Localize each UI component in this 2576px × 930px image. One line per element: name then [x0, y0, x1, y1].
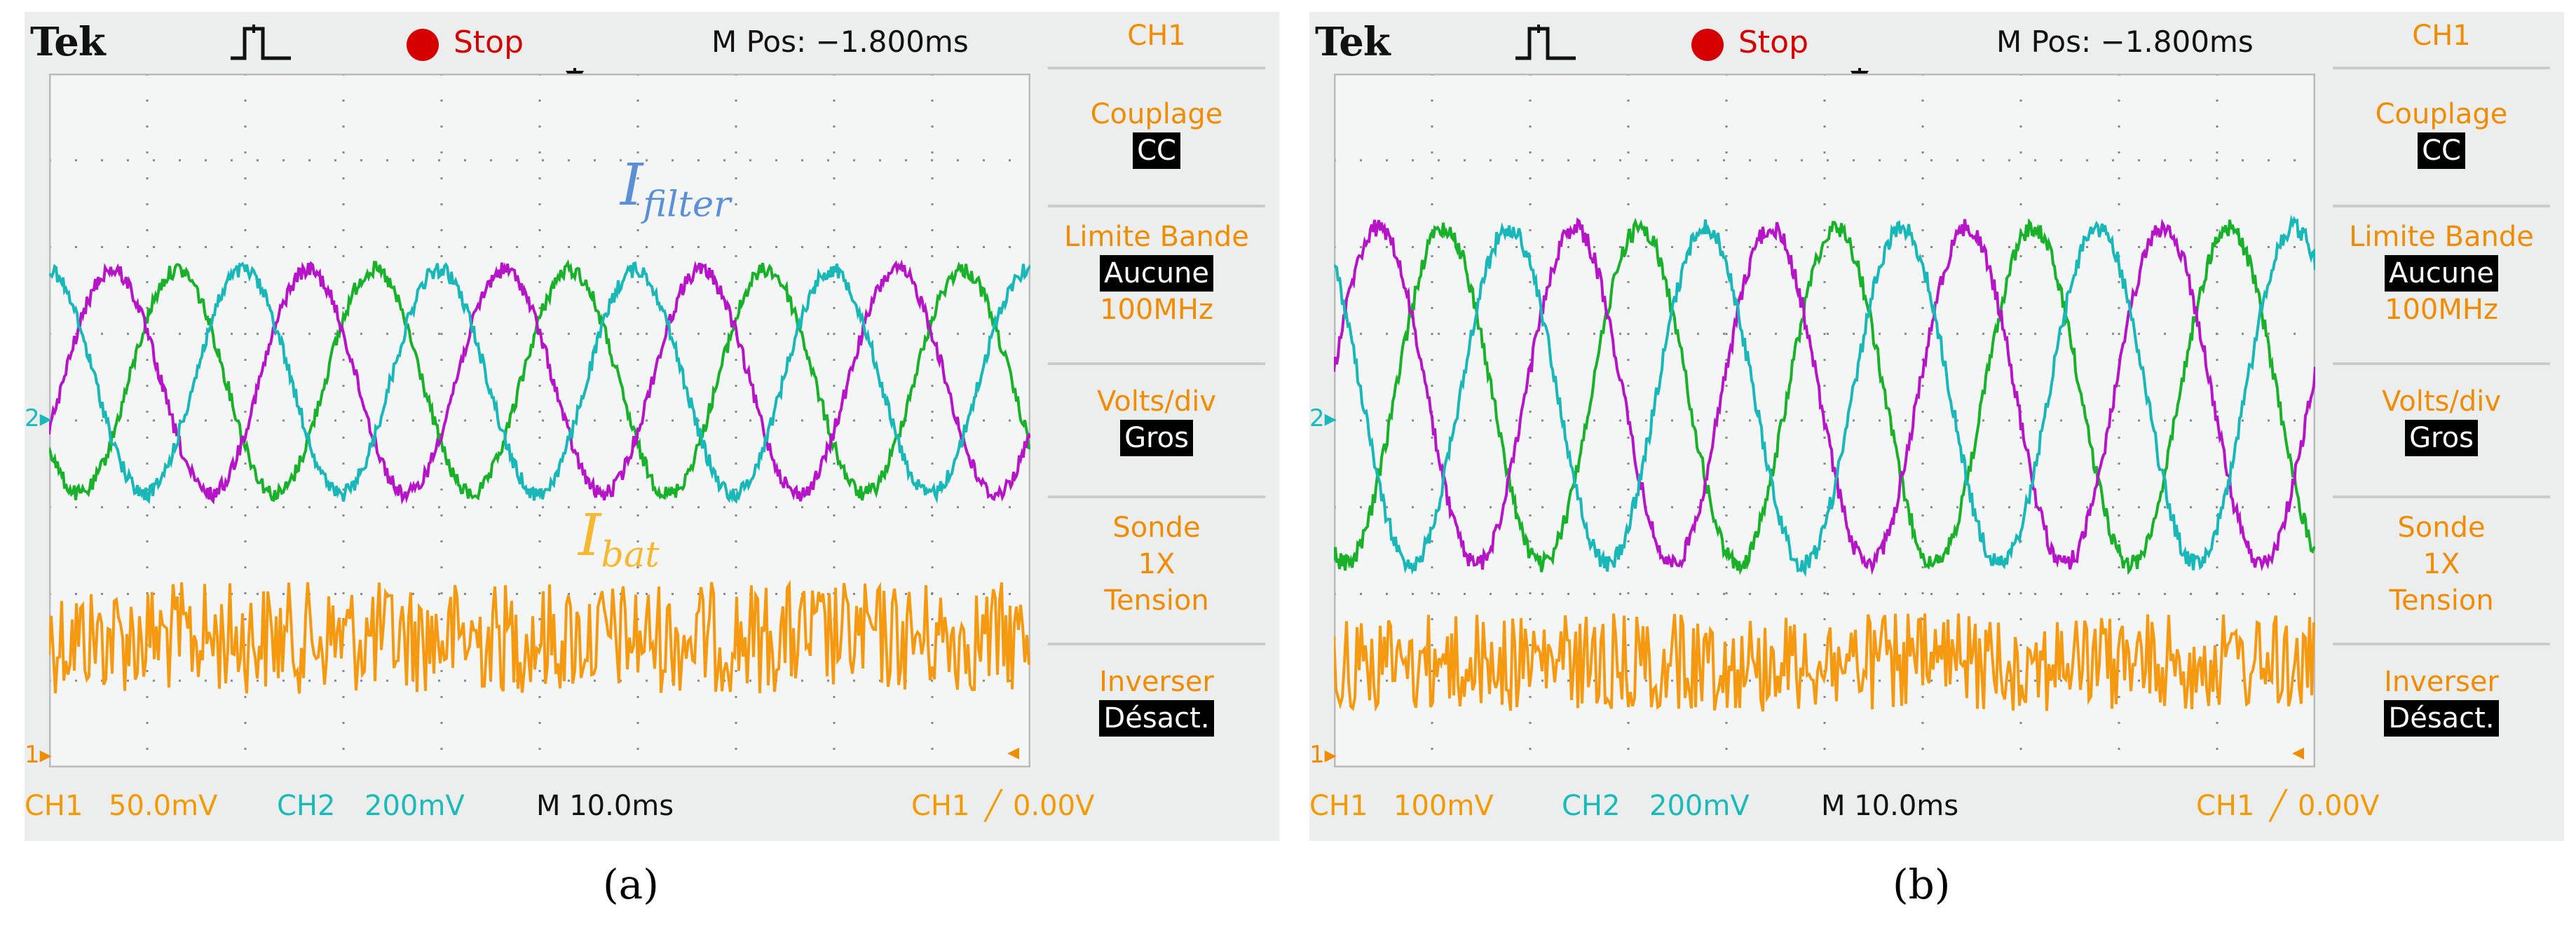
pulse-icon: [1515, 25, 1576, 60]
phase-c-trace: [49, 261, 1030, 505]
trigger-channel: CH1: [2196, 790, 2255, 822]
volts-div-value: Gros: [2405, 420, 2478, 456]
ch2-label: CH2: [1562, 790, 1621, 822]
menu-invert[interactable]: Inverser Désact.: [2326, 664, 2557, 737]
phase-a-trace: [49, 259, 1030, 502]
run-state-label: Stop: [1738, 25, 1809, 60]
side-menu: CH1 Couplage CC Limite Bande Aucune 100M…: [1041, 12, 1272, 841]
battery-current-trace: [49, 580, 1030, 694]
menu-volts-div[interactable]: Volts/div Gros: [2326, 383, 2557, 456]
phase-b-trace: [1334, 217, 2315, 575]
ch2-ground-marker: 2▸: [1309, 404, 1337, 432]
trigger-slope-icon: ╱: [2270, 790, 2287, 822]
oscilloscope-screen-a: Tek Stop M Pos: −1.800ms 2▸ 1▸ ◂ Ifilter…: [25, 12, 1279, 841]
invert-value: Désact.: [2384, 700, 2499, 737]
menu-bandwidth[interactable]: Limite Bande Aucune 100MHz: [2349, 221, 2534, 326]
bandwidth-value: Aucune: [2384, 255, 2499, 292]
menu-probe[interactable]: Sonde 1X Tension: [2389, 512, 2494, 617]
horizontal-position: M Pos: −1.800ms: [711, 25, 969, 59]
volts-div-value: Gros: [1120, 420, 1193, 456]
trigger-level-marker: ◂: [1007, 738, 1020, 766]
brand-logo: Tek: [1315, 19, 1391, 65]
trigger-slope-icon: ╱: [985, 790, 1002, 822]
coupling-value: CC: [2418, 132, 2465, 169]
run-state-label: Stop: [454, 25, 524, 60]
menu-probe[interactable]: Sonde 1X Tension: [1104, 512, 1209, 617]
status-bar: Tek Stop M Pos: −1.800ms: [25, 12, 1034, 74]
ch1-ground-marker: 1▸: [25, 741, 52, 769]
menu-coupling[interactable]: Couplage CC: [2326, 96, 2557, 169]
menu-coupling[interactable]: Couplage CC: [1041, 96, 1272, 169]
ch1-label: CH1: [25, 790, 83, 822]
stop-dot-icon: [1691, 29, 1724, 61]
trigger-level: 0.00V: [2298, 790, 2380, 822]
timebase: M 10.0ms: [1821, 790, 1959, 822]
menu-bandwidth[interactable]: Limite Bande Aucune 100MHz: [1064, 221, 1249, 326]
bandwidth-value: Aucune: [1099, 255, 1214, 292]
graticule: [1334, 74, 2315, 767]
coupling-value: CC: [1133, 132, 1180, 169]
ch2-scale: 200mV: [1649, 790, 1750, 822]
waveform-display: [49, 74, 1030, 767]
invert-value: Désact.: [1099, 700, 1214, 737]
trigger-channel: CH1: [911, 790, 970, 822]
ch1-label: CH1: [1309, 790, 1368, 822]
caption-a: (a): [603, 861, 659, 908]
phase-a-trace: [1334, 217, 2315, 575]
trigger-level: 0.00V: [1013, 790, 1095, 822]
oscilloscope-screen-b: Tek Stop M Pos: −1.800ms 2▸ 1▸ ◂ CH1 100…: [1309, 12, 2564, 841]
ch2-ground-marker: 2▸: [25, 404, 52, 432]
menu-invert[interactable]: Inverser Désact.: [1041, 664, 1272, 737]
ch1-ground-marker: 1▸: [1309, 741, 1337, 769]
stop-dot-icon: [407, 29, 439, 61]
menu-volts-div[interactable]: Volts/div Gros: [1041, 383, 1272, 456]
side-menu: CH1 Couplage CC Limite Bande Aucune 100M…: [2326, 12, 2557, 841]
battery-current-trace: [1334, 613, 2315, 712]
readout-bar: CH1 100mV CH2 200mV M 10.0ms CH1 ╱ 0.00V: [1309, 783, 2379, 832]
phase-b-trace: [49, 259, 1030, 505]
annotation-i-bat: Ibat: [578, 502, 660, 575]
menu-channel: CH1: [1127, 20, 1186, 52]
horizontal-position: M Pos: −1.800ms: [1996, 25, 2254, 59]
ch1-scale: 50.0mV: [109, 790, 218, 822]
timebase: M 10.0ms: [536, 790, 674, 822]
readout-bar: CH1 50.0mV CH2 200mV M 10.0ms CH1 ╱ 0.00…: [25, 783, 1094, 832]
brand-logo: Tek: [30, 19, 106, 65]
phase-c-trace: [1334, 214, 2315, 577]
menu-channel: CH1: [2412, 20, 2471, 52]
graticule: [49, 74, 1030, 767]
trigger-level-marker: ◂: [2292, 738, 2305, 766]
ch2-label: CH2: [277, 790, 336, 822]
status-bar: Tek Stop M Pos: −1.800ms: [1309, 12, 2319, 74]
pulse-icon: [231, 25, 291, 60]
ch2-scale: 200mV: [364, 790, 465, 822]
caption-b: (b): [1893, 861, 1951, 908]
annotation-i-filter: Ifilter: [620, 152, 731, 225]
ch1-scale: 100mV: [1393, 790, 1494, 822]
waveform-display: [1334, 74, 2315, 767]
